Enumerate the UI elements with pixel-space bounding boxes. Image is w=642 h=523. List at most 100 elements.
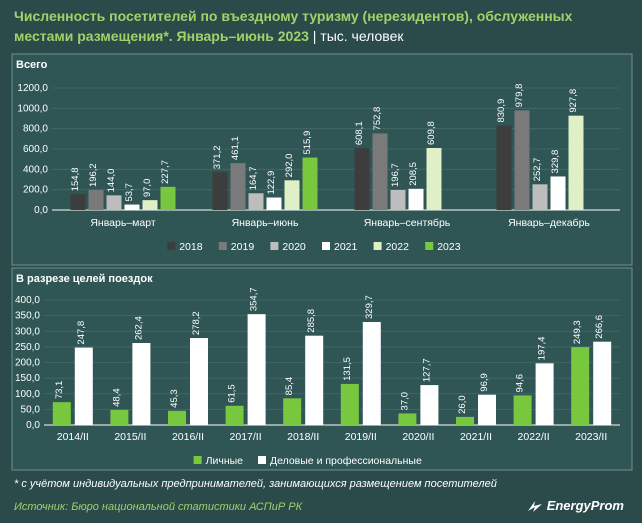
legend-label: 2022 [386, 241, 410, 253]
data-label: 73,1 [54, 381, 65, 400]
bar-Личные-5 [340, 383, 359, 425]
bar-Деловые и профессиональные-9 [593, 341, 612, 425]
data-label: 85,4 [284, 377, 295, 396]
data-label: 94,6 [515, 374, 526, 393]
bar-2020-3 [532, 184, 548, 210]
bar-Личные-0 [52, 402, 71, 425]
data-label: 252,7 [532, 158, 543, 182]
panel-by-purpose: В разрезе целей поездок 0,0 50,0 100,0 150,0… [11, 267, 633, 471]
data-label: 164,7 [248, 166, 259, 190]
y-tick-label: 100,0 [15, 389, 40, 400]
bar-2019-2 [372, 133, 388, 210]
bar-2018-0 [70, 194, 86, 210]
legend-swatch-Деловые и профессиональные [258, 456, 266, 464]
data-label: 196,2 [88, 163, 99, 187]
x-tick-label: 2020/II [402, 431, 434, 443]
data-label: 608,1 [354, 121, 365, 145]
bar-2020-0 [106, 195, 122, 210]
data-label: 122,9 [266, 171, 277, 195]
y-tick-label: 600,0 [23, 144, 48, 155]
data-label: 247,8 [76, 321, 87, 345]
bar-2023-0 [160, 186, 176, 210]
chart-title-text: Численность посетителей по въездному тур… [14, 8, 573, 44]
bar-Деловые и профессиональные-3 [247, 314, 266, 425]
x-tick-label: 2015/II [114, 431, 146, 443]
bar-2020-1 [248, 193, 264, 210]
legend-swatch-Личные [193, 456, 202, 464]
y-tick-label: 400,0 [15, 295, 40, 306]
bar-Деловые и профессиональные-4 [305, 335, 324, 425]
data-label: 354,7 [249, 287, 260, 311]
legend-label: Личные [206, 455, 244, 467]
bar-Деловые и профессиональные-1 [132, 343, 151, 425]
data-label: 144,0 [106, 169, 117, 193]
energyprom-icon [527, 500, 542, 512]
data-label: 262,4 [133, 316, 144, 340]
bar-2018-3 [496, 125, 512, 210]
panel-title: В разрезе целей поездок [16, 273, 153, 285]
data-label: 97,0 [142, 179, 153, 198]
data-label: 61,5 [227, 384, 238, 403]
data-label: 285,8 [306, 309, 317, 333]
bar-2021-1 [266, 197, 282, 210]
y-tick-label: 150,0 [15, 373, 40, 384]
legend-swatch-2019 [218, 242, 227, 250]
bar-2019-3 [514, 110, 530, 210]
bar-Личные-9 [571, 347, 590, 425]
bar-2019-1 [230, 163, 246, 210]
source-note: Источник: Бюро национальной статистики А… [14, 501, 303, 513]
data-label: 48,4 [111, 388, 122, 407]
bar-Деловые и профессиональные-6 [420, 385, 439, 425]
legend-label: 2021 [334, 241, 358, 253]
data-label: 266,6 [594, 315, 605, 339]
bar-2020-2 [390, 190, 406, 210]
legend-swatch-2021 [322, 242, 330, 250]
legend-swatch-2023 [425, 242, 434, 250]
y-tick-label: 200,0 [15, 358, 40, 369]
data-label: 609,8 [426, 121, 437, 145]
data-label: 927,8 [568, 89, 579, 113]
panel-title: Всего [16, 59, 48, 71]
x-tick-label: 2016/II [172, 431, 204, 443]
bar-Деловые и профессиональные-8 [535, 363, 554, 425]
bar-2022-3 [568, 115, 584, 210]
bar-2019-0 [88, 190, 104, 210]
data-label: 26,0 [457, 395, 468, 414]
bar-2021-2 [408, 188, 424, 210]
data-label: 96,9 [479, 373, 490, 392]
bar-Личные-1 [110, 409, 129, 425]
bar-2018-1 [212, 172, 228, 210]
bar-2018-2 [354, 148, 370, 210]
x-tick-label: Январь–сентябрь [364, 217, 451, 229]
bar-Деловые и профессиональные-5 [362, 321, 381, 425]
bar-Деловые и профессиональные-0 [74, 347, 93, 425]
bar-Личные-7 [456, 416, 474, 425]
bar-Личные-8 [513, 395, 532, 425]
data-label: 292,0 [284, 154, 295, 178]
data-label: 329,8 [550, 150, 561, 174]
data-label: 249,3 [572, 320, 583, 344]
x-tick-label: 2023/II [575, 431, 607, 443]
y-tick-label: 0,0 [34, 205, 48, 216]
y-tick-label: 1000,0 [17, 103, 48, 114]
y-tick-label: 1200,0 [17, 83, 48, 94]
x-tick-label: 2014/II [57, 431, 89, 443]
data-label: 371,2 [212, 145, 223, 169]
x-tick-label: 2021/II [460, 431, 492, 443]
bar-2022-0 [142, 200, 158, 210]
legend-label: 2023 [437, 241, 461, 253]
data-label: 131,5 [342, 357, 353, 381]
data-label: 329,7 [364, 295, 375, 319]
bar-Личные-3 [225, 405, 244, 425]
data-label: 830,9 [496, 99, 507, 123]
data-label: 461,1 [230, 136, 241, 160]
data-label: 196,7 [390, 163, 401, 187]
brand-name: EnergyProm [546, 498, 624, 513]
bar-2023-1 [302, 157, 318, 210]
legend-label: 2019 [231, 241, 255, 253]
data-label: 154,8 [70, 167, 81, 191]
data-label: 197,4 [537, 337, 548, 361]
y-tick-label: 50,0 [21, 404, 41, 415]
x-tick-label: Январь–июнь [232, 217, 299, 229]
